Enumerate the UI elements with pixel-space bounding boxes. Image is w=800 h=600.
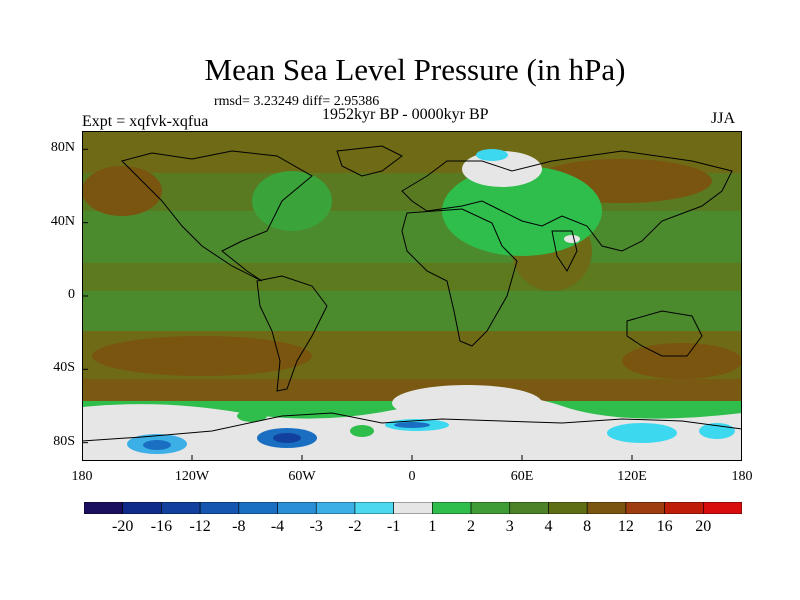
colorbar-box [470, 502, 511, 514]
southern-ocean-band [82, 379, 742, 401]
pressure-map [82, 131, 742, 461]
colorbar-box [548, 502, 588, 514]
north-subtropic-band [82, 211, 742, 263]
colorbar-label: -20 [112, 518, 134, 535]
experiment-label: Expt = xqfvk-xqfua [82, 113, 209, 130]
colorbar-box [509, 502, 549, 514]
latitude-label: 40S [53, 360, 75, 376]
brown-patch [82, 166, 162, 216]
colorbar-label: 16 [656, 518, 673, 535]
blue-patch [143, 440, 171, 450]
colorbar-box [393, 502, 433, 514]
europe-asia-coast [401, 150, 733, 252]
colorbar-label: -3 [309, 518, 323, 535]
green-patch [350, 425, 374, 437]
north-america-coast [121, 150, 313, 282]
white-patch [564, 235, 580, 243]
longitude-label: 60W [288, 469, 316, 484]
plot-title: Mean Sea Level Pressure (in hPa) [204, 52, 626, 87]
brown-patch [622, 343, 742, 379]
brown-patch [92, 336, 312, 376]
latitude-label: 80S [53, 433, 75, 449]
longitude-label: 180 [71, 469, 93, 484]
colorbar-label: 12 [617, 518, 634, 535]
latitude-label: 0 [68, 287, 75, 302]
blue-patch [394, 422, 430, 428]
colorbar-box [199, 502, 240, 514]
colorbar-box [702, 502, 742, 514]
longitude-label: 0 [408, 469, 416, 484]
cyan-patch [476, 149, 508, 161]
colorbar [84, 502, 742, 514]
colorbar-label: -8 [232, 518, 246, 535]
tropic-band-north [82, 263, 742, 291]
colorbar-label: 4 [544, 518, 553, 535]
africa-coast [401, 208, 518, 347]
green-patch [237, 410, 267, 422]
colorbar-box [122, 502, 162, 514]
longitude-label: 120E [617, 469, 647, 484]
equator-band [82, 291, 742, 331]
axis-ticks [82, 148, 742, 461]
longitude-label: 180 [731, 469, 753, 484]
india-coast [551, 230, 578, 272]
antarctica-coast [82, 412, 742, 442]
blue-patch [273, 433, 301, 443]
coastlines [82, 145, 742, 442]
colorbar-box [625, 502, 665, 514]
colorbar-box [84, 502, 124, 514]
colorbar-box [161, 502, 201, 514]
colorbar-box [354, 502, 394, 514]
longitude-label: 60E [510, 469, 534, 484]
colorbar-label: 20 [695, 518, 712, 535]
colorbar-box [432, 502, 472, 514]
colorbar-box [238, 502, 278, 514]
colorbar-label: 8 [583, 518, 592, 535]
australia-coast [626, 310, 703, 357]
light-green-patch [252, 171, 332, 231]
latitude-label: 40N [50, 213, 75, 229]
season-label: JJA [711, 110, 736, 127]
white-patch [462, 151, 542, 187]
colorbar-label: 3 [505, 518, 514, 535]
colorbar-label: 2 [467, 518, 476, 535]
south-america-coast [256, 275, 328, 392]
period-label: 1952kyr BP - 0000kyr BP [322, 106, 489, 123]
greenland-coast [336, 145, 403, 177]
colorbar-label: -16 [150, 518, 173, 535]
colorbar-box [315, 502, 356, 514]
white-patch [392, 385, 542, 421]
latitude-label: 80N [50, 140, 75, 156]
stats-label: rmsd= 3.23249 diff= 2.95386 [214, 94, 380, 109]
colorbar-label: 1 [428, 518, 437, 535]
colorbar-label: -4 [270, 518, 285, 535]
light-green-patch [442, 166, 602, 256]
colorbar-box [277, 502, 317, 514]
longitude-label: 120W [174, 469, 210, 484]
colorbar-label: -2 [348, 518, 362, 535]
colorbar-box [586, 502, 627, 514]
cyan-patch [607, 423, 677, 443]
colorbar-box [664, 502, 704, 514]
colorbar-label: -12 [189, 518, 211, 535]
colorbar-label: -1 [386, 518, 401, 535]
